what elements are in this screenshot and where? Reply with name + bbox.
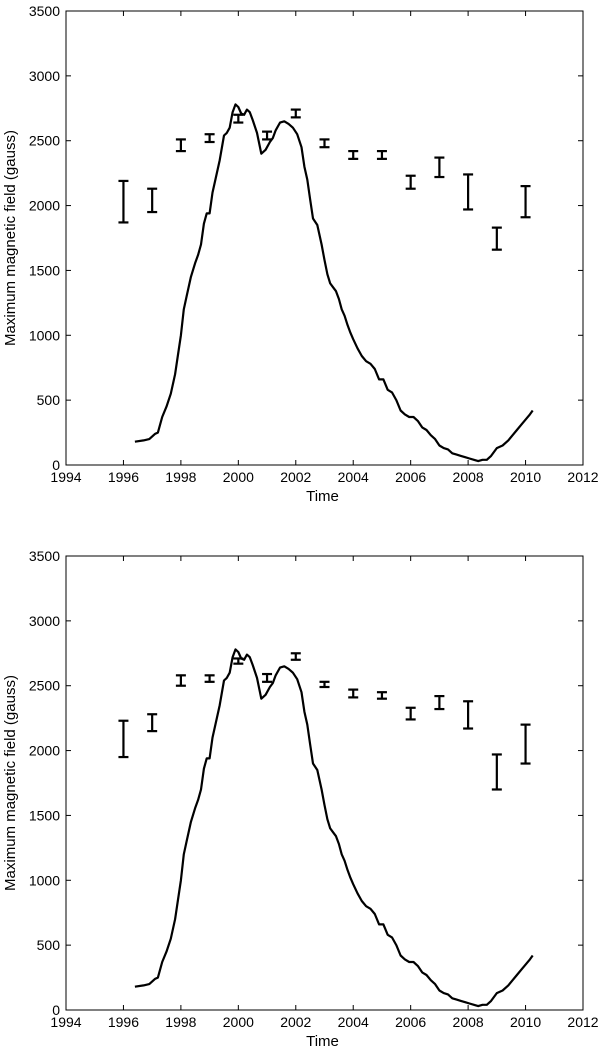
series-line: [134, 103, 534, 463]
error-bar: [434, 694, 445, 711]
y-tick-label: 0: [52, 457, 60, 473]
error-bar: [376, 691, 387, 700]
error-bar: [405, 706, 416, 721]
error-bar: [348, 149, 359, 160]
x-tick-label: 2012: [567, 1014, 598, 1030]
error-bar: [491, 226, 502, 251]
y-tick-label: 1500: [29, 262, 60, 278]
error-bar: [463, 173, 474, 211]
error-bar: [233, 657, 244, 665]
x-tick-label: 1996: [108, 1014, 139, 1030]
error-bar: [147, 713, 158, 733]
x-tick-label: 2000: [223, 1014, 254, 1030]
x-tick-label: 2008: [453, 469, 484, 485]
chart-top: 1994 1996 1998 2000 2002 2004 2006 2008 2010 2012…: [2, 3, 599, 505]
x-tick-label: 2006: [395, 469, 426, 485]
x-tick-label: 2008: [453, 1014, 484, 1030]
x-tick-label: 1998: [165, 1014, 196, 1030]
error-bar: [520, 723, 531, 765]
x-tick-label: 2004: [338, 1014, 369, 1030]
chart-bottom: 1994 1996 1998 2000 2002 2004 2006 2008 2010 2012…: [2, 548, 599, 1049]
y-tick-label: 1000: [29, 872, 60, 888]
error-bar: [175, 674, 186, 687]
x-tick-label: 2010: [510, 469, 541, 485]
y-tick-label: 3000: [29, 613, 60, 629]
error-bar: [204, 133, 215, 144]
y-tick-label: 3500: [29, 548, 60, 564]
error-bar: [463, 700, 474, 730]
error-bar: [175, 138, 186, 153]
error-bar: [405, 174, 416, 190]
y-tick-label: 3500: [29, 3, 60, 19]
y-tick-label: 2000: [29, 743, 60, 759]
error-bar: [290, 652, 301, 661]
x-tick-label: 1994: [50, 469, 81, 485]
error-bar: [262, 130, 273, 141]
error-bar: [233, 113, 244, 124]
plot-frame: [65, 10, 584, 466]
series-line: [134, 648, 534, 1008]
error-bar: [290, 108, 301, 119]
error-bar: [348, 688, 359, 699]
y-tick-label: 500: [37, 392, 61, 408]
error-bar: [491, 753, 502, 791]
y-tick-label: 3000: [29, 68, 60, 84]
x-tick-label: 1996: [108, 469, 139, 485]
y-tick-label: 0: [52, 1002, 60, 1018]
x-tick-label: 2002: [280, 1014, 311, 1030]
x-tick-label: 2012: [567, 469, 598, 485]
error-bar: [376, 149, 387, 160]
error-bar: [118, 179, 129, 224]
x-axis-label: Time: [306, 488, 339, 505]
x-axis-label: Time: [306, 1033, 339, 1049]
error-bar: [434, 156, 445, 179]
y-tick-label: 1500: [29, 807, 60, 823]
y-tick-label: 2500: [29, 133, 60, 149]
error-bar: [319, 680, 330, 689]
y-tick-label: 2500: [29, 678, 60, 694]
y-tick-label: 500: [37, 937, 61, 953]
x-tick-label: 2000: [223, 469, 254, 485]
x-tick-label: 2002: [280, 469, 311, 485]
y-tick-label: 1000: [29, 327, 60, 343]
error-bar: [520, 185, 531, 219]
x-tick-label: 2004: [338, 469, 369, 485]
error-bar: [319, 138, 330, 149]
y-axis-label: Maximum magnetic field (gauss): [2, 675, 19, 891]
error-bar: [118, 719, 129, 759]
plot-frame: [65, 555, 584, 1011]
y-axis-label: Maximum magnetic field (gauss): [2, 130, 19, 346]
error-bar: [147, 187, 158, 214]
x-tick-label: 2010: [510, 1014, 541, 1030]
error-bar: [262, 672, 273, 683]
error-bar: [204, 674, 215, 683]
x-tick-label: 1998: [165, 469, 196, 485]
x-tick-label: 1994: [50, 1014, 81, 1030]
y-tick-label: 2000: [29, 198, 60, 214]
x-tick-label: 2006: [395, 1014, 426, 1030]
